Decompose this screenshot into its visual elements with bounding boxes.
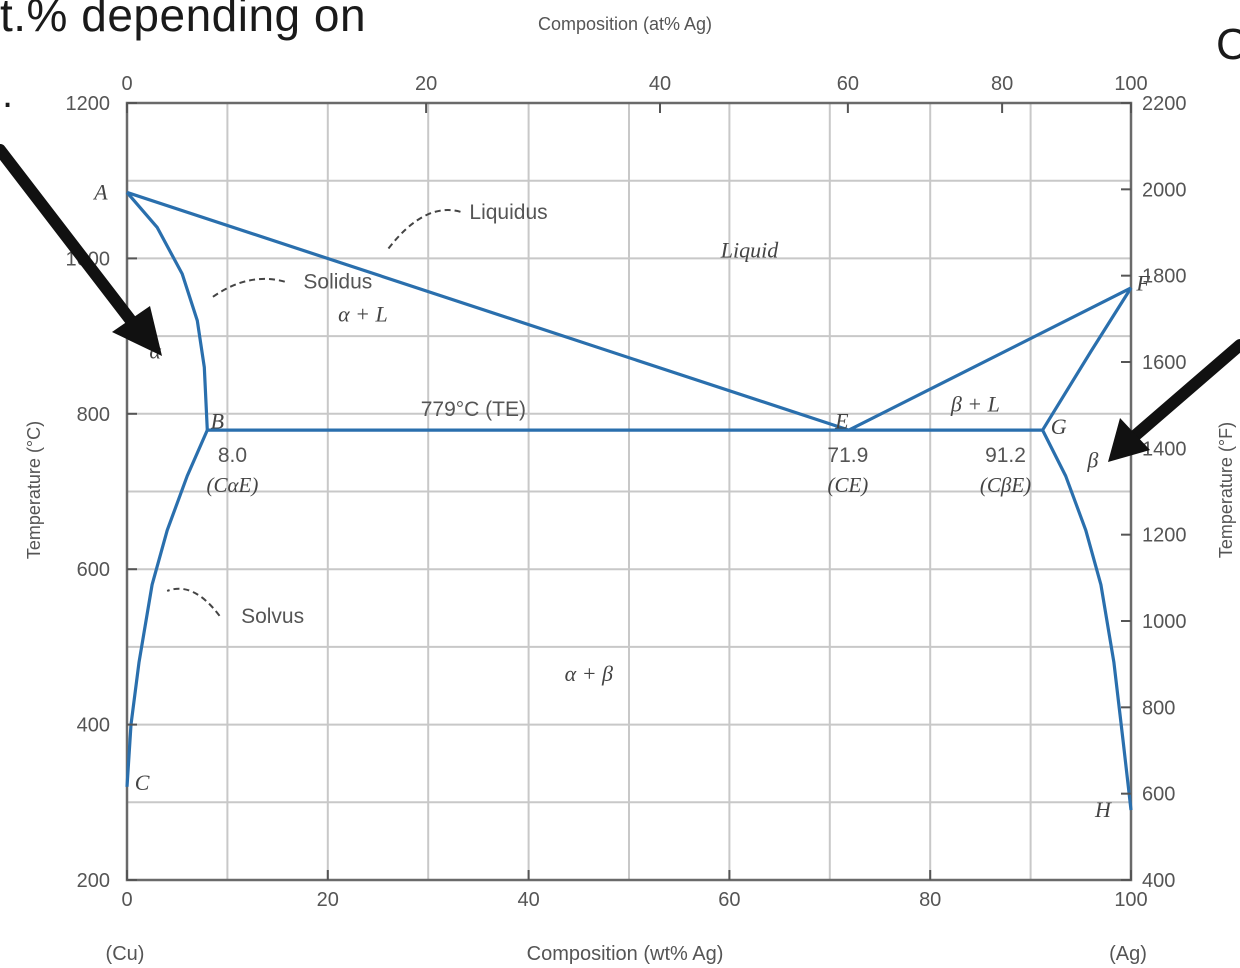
- leader-line: [211, 277, 286, 299]
- y2-tick-label: 2000: [1142, 179, 1187, 201]
- x2-tick-label: 0: [121, 73, 132, 95]
- phase-boundary-solvus-alpha: [125, 429, 209, 787]
- phase-boundary-solidus-beta: [1041, 287, 1133, 431]
- phase-label: β + L: [950, 391, 1000, 416]
- y2-tick-label: 1400: [1142, 438, 1187, 460]
- slide-heading-fragment: t.% depending on: [0, 0, 367, 41]
- arrow-to-beta-head: [1108, 418, 1150, 462]
- y2-tick-label: 1200: [1142, 525, 1187, 547]
- left-axis-title: Temperature (°C): [24, 421, 44, 559]
- right-axis-title: Temperature (°F): [1216, 422, 1236, 558]
- phase-boundary-liquidus-cu: [126, 190, 850, 432]
- x-tick-label: 80: [919, 889, 941, 911]
- y2-tick-label: 1000: [1142, 611, 1187, 633]
- y2-tick-label: 400: [1142, 870, 1175, 892]
- leader-line: [387, 209, 461, 250]
- composition-symbol-label: (CE): [827, 473, 868, 497]
- top-axis-title: Composition (at% Ag): [538, 14, 712, 34]
- y2-tick-label: 1800: [1142, 266, 1187, 288]
- composition-symbol-label: (CβE): [980, 473, 1031, 497]
- x2-tick-label: 100: [1114, 73, 1147, 95]
- y-tick-label: 600: [77, 559, 110, 581]
- phase-boundary-solidus-alpha: [125, 191, 209, 431]
- leader-line: [166, 587, 221, 617]
- phase-boundary-liquidus-ag: [848, 286, 1132, 432]
- composition-value-label: 8.0: [218, 444, 247, 467]
- annotation-label: Solvus: [241, 605, 304, 628]
- arrow-to-alpha-shaft: [0, 144, 148, 341]
- slide-heading-fragment-dot: .: [2, 72, 14, 116]
- arrow-to-alpha-head: [112, 306, 162, 356]
- phase-boundary-solvus-beta: [1041, 429, 1133, 811]
- phase-label: β: [1086, 447, 1098, 472]
- annotation-label: Liquidus: [469, 201, 547, 224]
- y-tick-label: 1200: [66, 93, 111, 115]
- phase-label: α + L: [338, 301, 388, 326]
- grid: [127, 103, 1131, 880]
- y-tick-label: 400: [77, 715, 110, 737]
- x2-tick-label: 60: [837, 73, 859, 95]
- composition-symbol-label: (CαE): [206, 473, 258, 497]
- x-tick-label: 40: [517, 889, 539, 911]
- x-tick-label: 60: [718, 889, 740, 911]
- phase-boundaries: [125, 190, 1133, 811]
- point-label: G: [1051, 414, 1067, 439]
- phase-label: Liquid: [720, 238, 779, 263]
- arrow-to-beta-shaft: [1124, 339, 1240, 446]
- x2-tick-label: 20: [415, 73, 437, 95]
- annotation-label: 779°C (TE): [421, 398, 526, 421]
- axis-ticks: 0204060801000204060801002004006008001000…: [66, 73, 1187, 911]
- y-tick-label: 200: [77, 870, 110, 892]
- x2-tick-label: 80: [991, 73, 1013, 95]
- y2-tick-label: 1600: [1142, 352, 1187, 374]
- bottom-axis-title: Composition (wt% Ag): [527, 943, 724, 965]
- composition-value-label: 91.2: [985, 444, 1026, 467]
- x-tick-label: 100: [1114, 889, 1147, 911]
- slide-arrows: [0, 144, 1240, 462]
- y-tick-label: 800: [77, 404, 110, 426]
- phase-label: α + β: [565, 661, 613, 686]
- x-tick-label: 20: [317, 889, 339, 911]
- point-label: F: [1135, 270, 1150, 295]
- y2-tick-label: 2200: [1142, 93, 1187, 115]
- point-label: A: [92, 179, 108, 204]
- y2-tick-label: 600: [1142, 784, 1175, 806]
- point-label: B: [211, 409, 224, 434]
- y2-tick-label: 800: [1142, 697, 1175, 719]
- x2-tick-label: 40: [649, 73, 671, 95]
- annotation-label: Solidus: [303, 271, 372, 294]
- bottom-endpoint-cu: (Cu): [106, 943, 145, 965]
- slide-right-fragment: C: [1216, 20, 1240, 69]
- x-tick-label: 0: [121, 889, 132, 911]
- point-label: C: [135, 770, 150, 795]
- bottom-endpoint-ag: (Ag): [1109, 943, 1147, 965]
- plot-frame: [125, 101, 1133, 882]
- point-label: H: [1094, 797, 1112, 822]
- plot-border: [125, 101, 1133, 882]
- composition-value-label: 71.9: [827, 444, 868, 467]
- point-label: E: [834, 409, 849, 434]
